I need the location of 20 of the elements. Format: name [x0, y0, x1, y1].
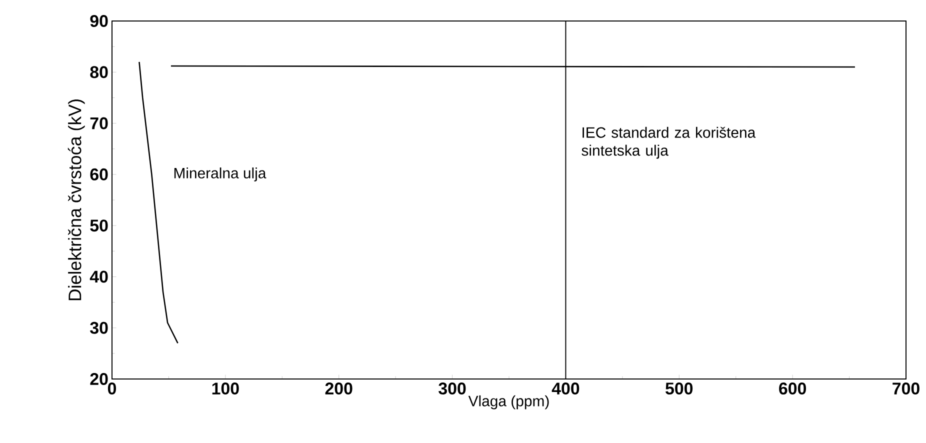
y-tick-label: 50: [90, 220, 108, 232]
x-tick-label: 500: [666, 382, 693, 395]
x-tick-label: 100: [212, 382, 239, 395]
x-tick-label: 600: [779, 382, 806, 395]
ref-line-label: IEC standard za korištena sintetska ulja: [582, 126, 756, 159]
y-tick-label: 60: [90, 168, 108, 180]
x-tick-label: 0: [108, 382, 116, 395]
x-axis-title: Vlaga (ppm): [468, 395, 549, 410]
y-tick-label: 70: [90, 117, 108, 130]
x-tick-label: 200: [325, 382, 352, 395]
x-tick-label: 400: [552, 382, 580, 395]
x-tick-label: 300: [438, 382, 466, 395]
y-tick-label: 80: [90, 66, 108, 78]
y-tick-label: 90: [90, 15, 108, 28]
series-label: Mineralna ulja: [174, 167, 266, 182]
y-tick-label: 20: [90, 373, 108, 386]
y-tick-label: 40: [90, 270, 108, 283]
y-tick-label: 30: [90, 322, 108, 334]
y-axis-title: Dielektrična čvrstoća (kV): [68, 100, 85, 300]
x-tick-label: 700: [892, 382, 920, 395]
